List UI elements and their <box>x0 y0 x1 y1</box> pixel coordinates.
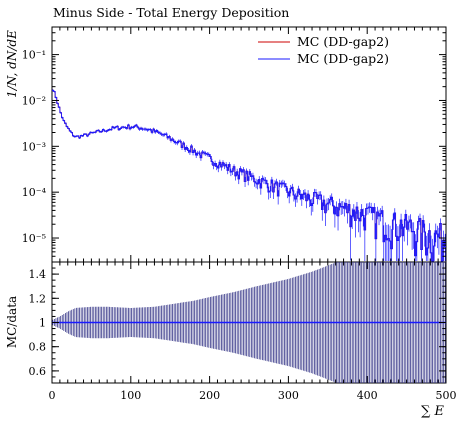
ratio-y-tick-label: 0.8 <box>29 341 47 354</box>
main-y-axis-label: 1/N, dN/dE <box>5 30 19 98</box>
chart-title: Minus Side - Total Energy Deposition <box>53 5 289 20</box>
main-plot-area <box>52 89 446 262</box>
x-tick-label: 400 <box>357 389 378 402</box>
main-y-tick-label: 10⁻³ <box>22 140 46 153</box>
main-y-tick-label: 10⁻⁵ <box>22 232 46 245</box>
legend-label-blue: MC (DD-gap2) <box>297 51 389 66</box>
series-blue-line <box>52 89 446 262</box>
main-y-tick-label: 10⁻⁴ <box>22 186 47 199</box>
ratio-y-tick-label: 0.6 <box>29 365 47 378</box>
main-y-tick-label: 10⁻¹ <box>22 49 46 62</box>
ratio-y-axis-label: MC/data <box>5 296 19 348</box>
x-axis-label: ∑ E <box>421 404 444 419</box>
x-tick-label: 200 <box>199 389 220 402</box>
main-y-axis: 10⁻⁵ 10⁻⁴ 10⁻³ 10⁻² 10⁻¹ <box>22 32 446 257</box>
ratio-y-tick-label: 1.2 <box>29 292 47 305</box>
x-tick-label: 300 <box>278 389 299 402</box>
legend-label-red: MC (DD-gap2) <box>297 34 389 49</box>
ratio-y-tick-label: 1 <box>39 317 46 330</box>
main-y-tick-label: 10⁻² <box>22 94 46 107</box>
x-tick-label: 100 <box>120 389 141 402</box>
x-axis: 0 100 200 300 400 500 <box>49 27 457 402</box>
ratio-y-axis: 0.6 0.8 1 1.2 1.4 <box>29 267 446 378</box>
x-tick-label: 0 <box>49 389 56 402</box>
legend: MC (DD-gap2) MC (DD-gap2) <box>258 34 389 66</box>
ratio-plot-area <box>52 262 446 383</box>
ratio-y-tick-label: 1.4 <box>29 268 47 281</box>
x-tick-label: 500 <box>436 389 457 402</box>
